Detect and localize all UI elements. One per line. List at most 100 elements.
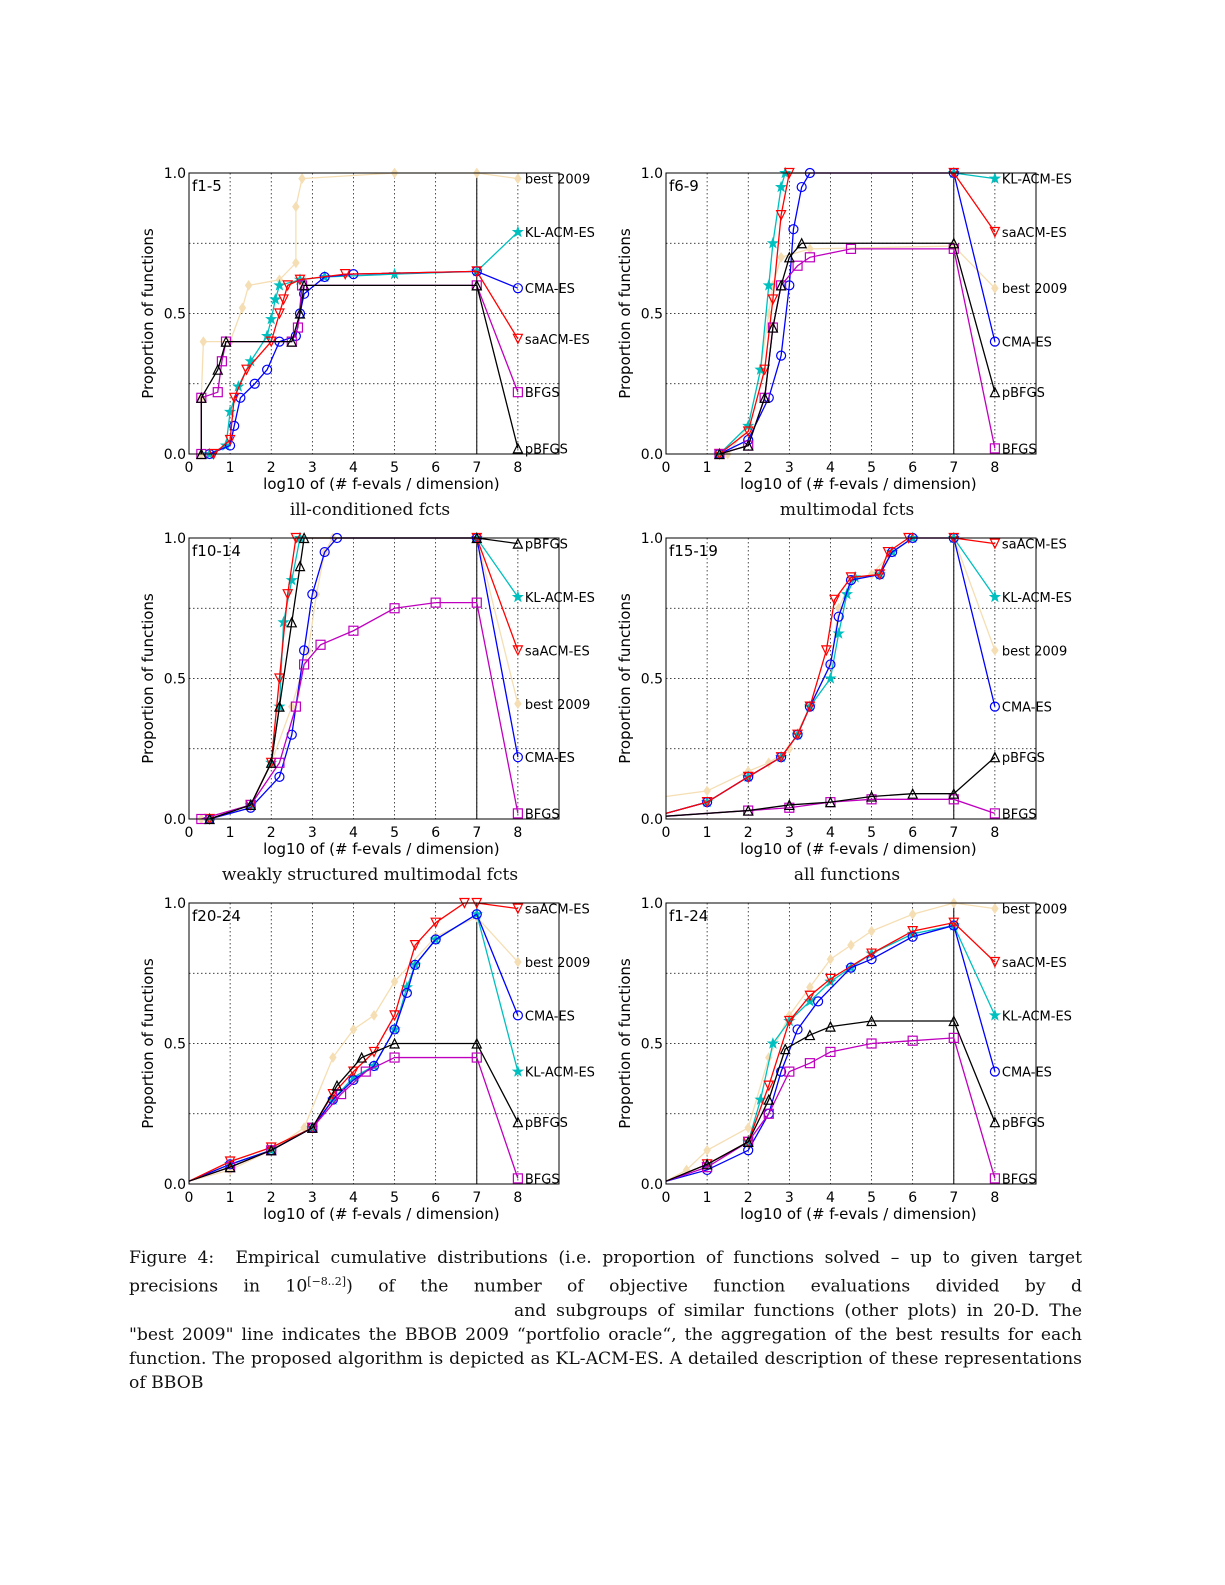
series-end-label: saACM-ES (525, 644, 590, 659)
y-tick-label: 0.0 (164, 812, 186, 828)
x-tick-label: 5 (867, 825, 876, 841)
data-point (701, 1158, 713, 1170)
data-point (845, 572, 857, 584)
y-tick-label: 0.0 (164, 447, 186, 463)
x-tick-label: 3 (308, 825, 317, 841)
data-point (804, 990, 816, 1002)
x-tick-label: 7 (472, 1190, 481, 1206)
data-point (829, 594, 841, 606)
series-end-label: CMA-ES (525, 1009, 575, 1024)
x-tick-label: 1 (703, 460, 712, 476)
data-point (742, 419, 755, 432)
data-point (796, 237, 808, 249)
data-point (401, 987, 412, 999)
data-point (826, 953, 835, 965)
chart-label: f10-14 (192, 542, 241, 560)
chart-svg: 0 1 2 3 4 5 6 7 8 0.0 0.5 1.0 log10 of (# f-evals / … (616, 896, 1072, 1223)
y-axis-label: Proportion of functions (616, 958, 634, 1129)
data-point (512, 387, 523, 398)
x-tick-label: 5 (390, 825, 399, 841)
data-point (866, 948, 878, 960)
x-tick-label: 1 (703, 825, 712, 841)
y-tick-label: 1.0 (641, 166, 663, 182)
data-point (471, 279, 483, 291)
series-end-label: saACM-ES (1002, 956, 1067, 971)
data-point (767, 294, 779, 306)
data-point (471, 1037, 483, 1049)
data-point (212, 363, 224, 375)
data-point (244, 354, 257, 367)
x-axis-label: log10 of (# f-evals / dimension) (263, 1205, 499, 1223)
data-point (244, 280, 253, 291)
data-point (249, 378, 260, 389)
series-end-label: best 2009 (1002, 644, 1067, 659)
x-tick-label: 4 (826, 1190, 835, 1206)
data-point (742, 771, 754, 783)
data-point (989, 808, 1000, 819)
data-point (989, 443, 1000, 454)
series-end-label: KL-ACM-ES (1002, 591, 1072, 606)
data-point (866, 1015, 878, 1027)
series-line (213, 270, 519, 455)
data-point (277, 615, 290, 628)
series-end-label: best 2009 (525, 956, 590, 971)
series-BFGS: BFGS (196, 280, 560, 460)
data-point (989, 386, 1001, 398)
data-point (292, 322, 304, 333)
series-best-2009: best 2009 (665, 897, 1067, 1182)
data-point (804, 1029, 816, 1041)
x-tick-label: 4 (826, 460, 835, 476)
data-point (511, 590, 525, 603)
data-point (777, 251, 785, 263)
data-point (775, 279, 787, 291)
data-point (948, 920, 959, 931)
x-tick-label: 2 (267, 825, 276, 841)
data-point (294, 274, 306, 286)
figure-caption: Figure 4: Empirical cumulative distribut… (129, 1246, 1082, 1395)
data-point (702, 1162, 713, 1173)
series-end-label: CMA-ES (525, 751, 575, 766)
data-point (274, 757, 285, 768)
data-point (282, 589, 294, 601)
series-line (209, 231, 519, 455)
data-point (845, 575, 857, 586)
series-end-label: KL-ACM-ES (525, 591, 595, 606)
y-tick-label: 0.5 (164, 672, 186, 688)
series-pBFGS: pBFGS (665, 1015, 1045, 1182)
data-point (948, 794, 959, 805)
data-point (796, 181, 807, 193)
data-point (882, 546, 894, 558)
data-point (282, 280, 294, 292)
series-end-label: best 2009 (525, 698, 590, 713)
plot-frame (665, 537, 1037, 820)
data-point (285, 573, 298, 586)
x-tick-label: 5 (867, 1190, 876, 1206)
data-point (195, 391, 207, 403)
x-tick-label: 5 (390, 1190, 399, 1206)
data-point (225, 440, 236, 451)
x-tick-label: 0 (662, 460, 671, 476)
series-line (200, 284, 519, 454)
x-tick-label: 1 (703, 1190, 712, 1206)
x-tick-label: 1 (226, 825, 235, 841)
data-point (776, 350, 787, 361)
data-point (776, 1066, 787, 1077)
data-point (988, 1008, 1002, 1021)
data-point (824, 672, 837, 684)
series-end-label: CMA-ES (1002, 701, 1052, 716)
data-point (514, 956, 522, 968)
chart-svg: 0 1 2 3 4 5 6 7 8 0.0 0.5 1.0 log10 of (# f-evals / … (139, 166, 595, 493)
data-point (294, 307, 306, 319)
caption-text-2: ) of the number of objective function ev… (346, 1276, 1083, 1297)
data-point (989, 226, 1001, 238)
data-point (845, 243, 857, 254)
data-point (339, 269, 351, 281)
x-tick-label: 0 (185, 825, 194, 841)
series-end-label: pBFGS (1002, 1116, 1045, 1131)
data-point (349, 1024, 358, 1035)
data-point (278, 294, 290, 306)
data-point (471, 909, 482, 920)
data-point (766, 236, 780, 249)
x-axis-label: log10 of (# f-evals / dimension) (263, 475, 499, 493)
data-point (512, 442, 524, 454)
